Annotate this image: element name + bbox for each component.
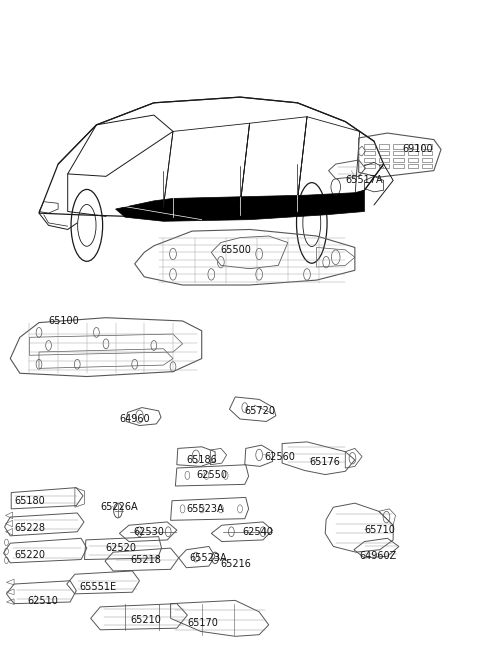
Text: 65100: 65100 — [48, 316, 79, 326]
Text: 65210: 65210 — [130, 615, 161, 625]
Text: 65170: 65170 — [187, 618, 218, 628]
Text: 65186: 65186 — [186, 455, 217, 465]
Text: 65226A: 65226A — [100, 502, 138, 512]
Text: 65176: 65176 — [310, 457, 340, 467]
Text: 65220: 65220 — [14, 550, 45, 559]
Text: 65218: 65218 — [130, 555, 161, 565]
Text: 65500: 65500 — [221, 245, 252, 255]
Text: 69100: 69100 — [403, 144, 433, 155]
Text: 64960Z: 64960Z — [360, 552, 397, 561]
Text: 65710: 65710 — [364, 525, 396, 535]
Text: 62550: 62550 — [196, 470, 227, 479]
Text: 62560: 62560 — [264, 451, 295, 462]
Text: 65523A: 65523A — [186, 504, 224, 514]
Text: 65720: 65720 — [245, 406, 276, 416]
Text: 62540: 62540 — [242, 527, 273, 536]
Text: 65517A: 65517A — [345, 176, 383, 185]
Text: 62520: 62520 — [105, 543, 136, 553]
Polygon shape — [116, 190, 364, 221]
Text: 65551E: 65551E — [80, 582, 117, 592]
Text: 65523A: 65523A — [190, 553, 228, 563]
Text: 65180: 65180 — [14, 496, 45, 506]
Text: 62530: 62530 — [134, 527, 165, 536]
Text: 65228: 65228 — [14, 523, 45, 533]
Text: 62510: 62510 — [27, 596, 58, 606]
Text: 65216: 65216 — [221, 559, 252, 569]
Text: 64960: 64960 — [120, 414, 150, 424]
